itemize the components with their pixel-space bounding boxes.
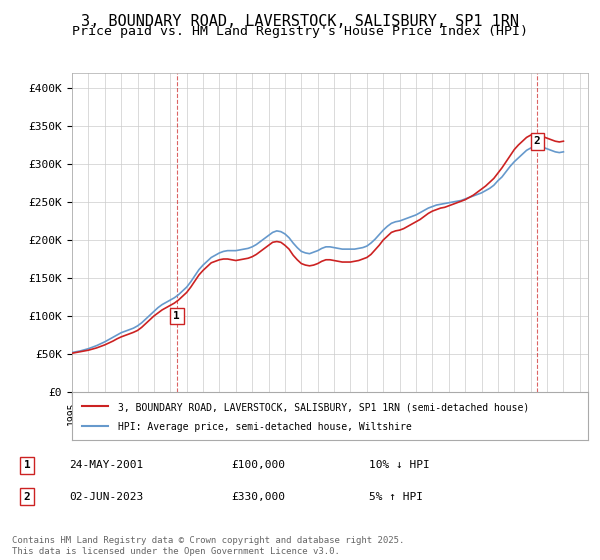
Text: 5% ↑ HPI: 5% ↑ HPI: [369, 492, 423, 502]
Text: HPI: Average price, semi-detached house, Wiltshire: HPI: Average price, semi-detached house,…: [118, 422, 412, 432]
Text: 10% ↓ HPI: 10% ↓ HPI: [369, 460, 430, 470]
Text: 24-MAY-2001: 24-MAY-2001: [70, 460, 144, 470]
Text: 3, BOUNDARY ROAD, LAVERSTOCK, SALISBURY, SP1 1RN (semi-detached house): 3, BOUNDARY ROAD, LAVERSTOCK, SALISBURY,…: [118, 402, 530, 412]
Text: 3, BOUNDARY ROAD, LAVERSTOCK, SALISBURY, SP1 1RN: 3, BOUNDARY ROAD, LAVERSTOCK, SALISBURY,…: [81, 14, 519, 29]
Text: Price paid vs. HM Land Registry's House Price Index (HPI): Price paid vs. HM Land Registry's House …: [72, 25, 528, 38]
Text: Contains HM Land Registry data © Crown copyright and database right 2025.
This d: Contains HM Land Registry data © Crown c…: [12, 536, 404, 556]
Text: 02-JUN-2023: 02-JUN-2023: [70, 492, 144, 502]
Text: 1: 1: [23, 460, 30, 470]
Text: £100,000: £100,000: [231, 460, 285, 470]
Text: 2: 2: [23, 492, 30, 502]
Text: 2: 2: [534, 136, 541, 146]
Text: £330,000: £330,000: [231, 492, 285, 502]
Text: 1: 1: [173, 311, 180, 321]
